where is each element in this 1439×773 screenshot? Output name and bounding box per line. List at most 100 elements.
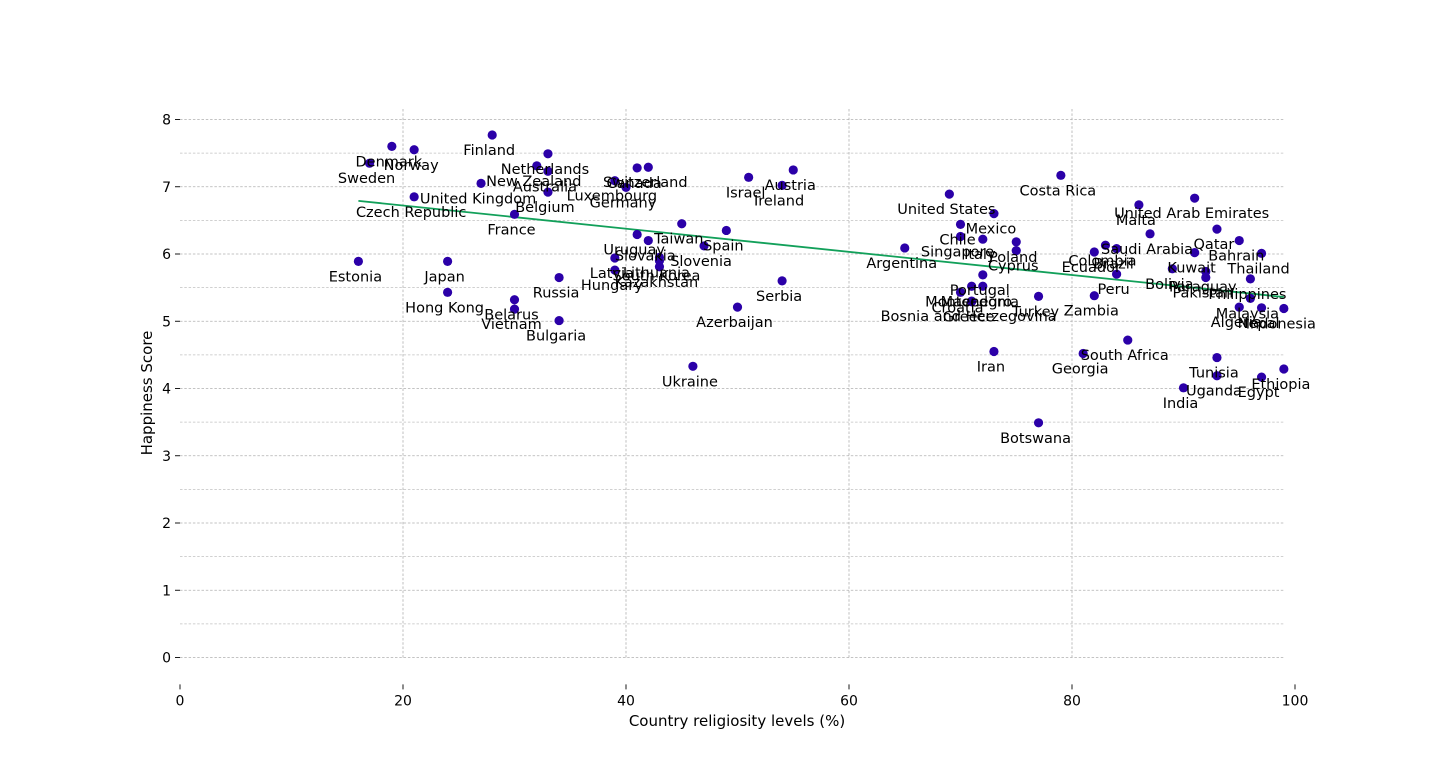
data-point [532, 161, 542, 171]
data-point [1089, 291, 1099, 301]
data-point-label: Ecuador [1062, 260, 1121, 276]
data-point [1033, 291, 1044, 301]
data-point [1212, 352, 1222, 363]
data-point [1145, 229, 1155, 239]
data-point-label: Brazil [1093, 257, 1133, 273]
data-point-label: Luxembourg [567, 189, 657, 205]
data-point [989, 346, 999, 357]
data-point [409, 145, 419, 155]
data-point [487, 130, 497, 140]
x-tick-label: 40 [617, 693, 635, 709]
data-point-label: Ukraine [662, 374, 718, 390]
data-point [955, 219, 966, 230]
data-point-label: Turkey [1011, 304, 1060, 320]
data-point-label: Uganda [1186, 384, 1242, 400]
data-point [1234, 302, 1244, 312]
data-point [1256, 248, 1267, 258]
data-point-label: Mexico [966, 222, 1017, 238]
data-point [1112, 244, 1122, 254]
data-point [900, 243, 910, 253]
x-tick-label: 0 [176, 693, 185, 709]
data-point-label: Iran [977, 360, 1005, 376]
data-point-label: United Kingdom [420, 191, 536, 207]
data-point [409, 192, 419, 202]
data-point-label: Bulgaria [526, 329, 586, 345]
data-point-label: Botswana [1000, 431, 1071, 447]
data-point-label: Colombia [1068, 253, 1136, 269]
data-point-label: Zambia [1064, 304, 1119, 320]
data-point-label: Canada [607, 176, 662, 192]
data-point [364, 158, 375, 168]
data-point [744, 172, 754, 182]
data-point [721, 225, 731, 236]
data-point-label: Macedonia [941, 294, 1019, 310]
data-point [643, 235, 653, 246]
data-point [543, 149, 553, 159]
data-point [443, 287, 453, 297]
data-point [1123, 335, 1133, 345]
data-point-label: India [1163, 396, 1199, 412]
data-point [353, 256, 363, 266]
data-point [978, 281, 988, 291]
data-point [1011, 237, 1021, 247]
y-tick-label: 4 [162, 382, 171, 398]
data-point [387, 141, 397, 151]
data-point-label: Bosnia and Herzegovina [881, 309, 1057, 325]
data-point-label: Vietnam [481, 317, 541, 333]
data-point-label: Algeria [1211, 315, 1262, 331]
x-axis-label: Country religiosity levels (%) [629, 712, 845, 730]
data-point-label: Montenegro [925, 294, 1012, 310]
data-point [654, 262, 665, 272]
data-point-label: Egypt [1238, 385, 1280, 401]
data-point [1100, 240, 1111, 250]
data-point [476, 178, 486, 188]
data-point-label: Croatia [931, 300, 983, 316]
data-point-label: Georgia [1052, 362, 1109, 378]
data-point [1190, 248, 1200, 258]
data-point [509, 209, 520, 219]
data-point [1234, 235, 1244, 246]
data-point-label: Finland [463, 143, 515, 159]
data-point [1245, 293, 1255, 303]
data-point-label: South Korea [613, 269, 701, 285]
data-point-label: Malaysia [1216, 306, 1279, 322]
data-point [610, 176, 620, 186]
data-point [1190, 193, 1200, 203]
y-tick-label: 0 [162, 651, 171, 667]
data-point [1167, 264, 1177, 274]
data-point [1078, 348, 1088, 359]
data-point-label: Serbia [756, 289, 802, 305]
data-point [777, 276, 787, 286]
data-point-label: Belgium [515, 200, 574, 216]
data-point [1201, 272, 1211, 283]
data-point-label: Latvia [590, 266, 634, 282]
data-points [353, 130, 1289, 428]
data-point-label: Russia [533, 286, 580, 302]
data-point-label: New Zealand [486, 174, 581, 190]
data-point [610, 265, 620, 275]
data-point-label: Tunisia [1188, 366, 1239, 382]
data-point [1089, 247, 1099, 257]
data-point-label: Pakistan [1172, 286, 1233, 302]
data-point [632, 163, 642, 173]
data-point-label: Taiwan [653, 232, 703, 248]
axis-ticks: 0 20 40 60 80 100 0 1 2 3 4 5 6 7 8 [162, 113, 1308, 710]
data-point-label: Kazakhstan [615, 275, 699, 291]
data-point-label: Norway [384, 158, 439, 174]
data-point-label: Ethiopia [1251, 377, 1310, 393]
data-point [643, 162, 653, 172]
data-point [1245, 274, 1255, 284]
data-point [955, 231, 966, 242]
data-point [509, 295, 520, 305]
data-point [1134, 200, 1144, 210]
data-point [677, 219, 687, 229]
x-tick-label: 80 [1063, 693, 1081, 709]
data-point-label: Philippines [1208, 287, 1286, 303]
x-tick-label: 20 [394, 693, 412, 709]
data-point [1178, 383, 1189, 393]
y-axis-label: Happiness Score [138, 331, 156, 456]
data-point-label: Switzerland [603, 175, 688, 191]
x-tick-label: 60 [840, 693, 858, 709]
